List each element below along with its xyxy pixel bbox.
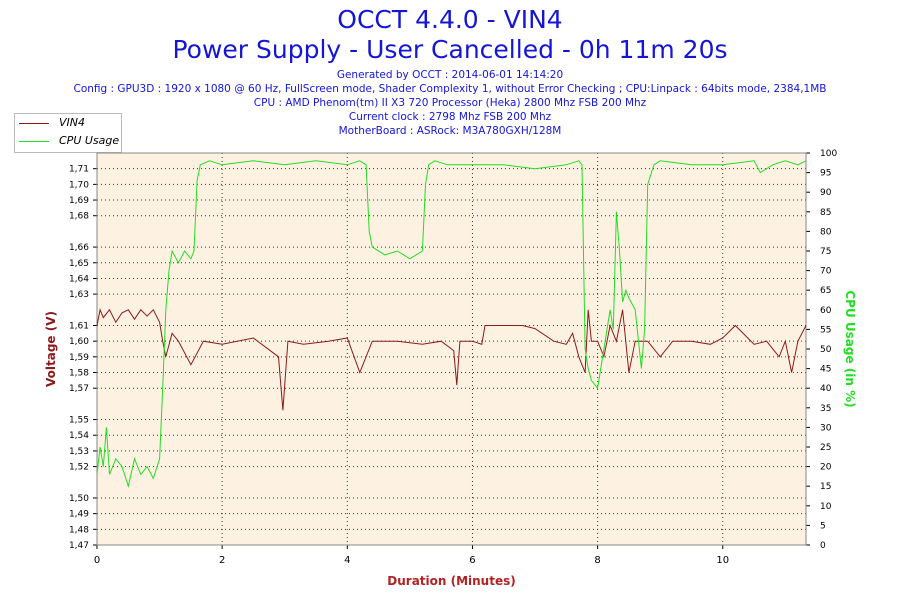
series-line-vin4 bbox=[96, 308, 807, 411]
y-left-tick-label: 1,52 bbox=[69, 463, 89, 473]
y-right-tick-label: 25 bbox=[820, 443, 831, 453]
y-left-tick-label: 1,47 bbox=[69, 541, 89, 551]
y-right-tick-label: 35 bbox=[820, 404, 831, 414]
legend-swatch-cpu-usage bbox=[19, 141, 49, 142]
x-axis-title: Duration (Minutes) bbox=[387, 574, 515, 588]
y-right-tick-label: 10 bbox=[820, 502, 832, 512]
y-left-tick-label: 1,49 bbox=[69, 510, 89, 520]
y-left-tick-label: 1,48 bbox=[69, 525, 89, 535]
chart-title: OCCT 4.4.0 - VIN4 bbox=[337, 5, 563, 34]
y-left-tick-label: 1,58 bbox=[69, 369, 89, 379]
generated-line: Generated by OCCT : 2014-06-01 14:14:20 bbox=[336, 69, 564, 81]
y-right-tick-label: 85 bbox=[820, 208, 831, 218]
y-left-tick-label: 1,57 bbox=[69, 384, 89, 394]
y-right-tick-label: 75 bbox=[820, 247, 831, 257]
y-left-tick-label: 1,69 bbox=[69, 196, 89, 206]
y-right-tick-label: 55 bbox=[820, 325, 831, 335]
y-right-tick-label: 90 bbox=[820, 188, 832, 198]
chart-subtitle: Power Supply - User Cancelled - 0h 11m 2… bbox=[172, 35, 728, 64]
y-right-tick-label: 15 bbox=[820, 482, 831, 492]
y-right-tick-label: 80 bbox=[820, 227, 832, 237]
motherboard-line: MotherBoard : ASRock: M3A780GXH/128M bbox=[338, 125, 562, 137]
x-tick-label: 10 bbox=[716, 555, 729, 566]
x-tick-label: 2 bbox=[219, 555, 225, 566]
y-right-tick-label: 40 bbox=[820, 384, 832, 394]
y-left-tick-label: 1,65 bbox=[69, 259, 89, 269]
config-line: Config : GPU3D : 1920 x 1080 @ 60 Hz, Fu… bbox=[73, 83, 827, 95]
y-right-tick-label: 70 bbox=[820, 267, 832, 277]
y-left-tick-label: 1,71 bbox=[69, 165, 89, 175]
plot-frame bbox=[96, 152, 807, 546]
y-left-tick-label: 1,66 bbox=[69, 243, 89, 253]
y-right-axis-title: CPU Usage (in %) bbox=[843, 290, 857, 407]
y-left-axis-title: Voltage (V) bbox=[44, 311, 58, 387]
y-left-tick-label: 1,55 bbox=[69, 416, 89, 426]
y-right-tick-label: 20 bbox=[820, 463, 832, 473]
y-left-tick-label: 1,53 bbox=[69, 447, 89, 457]
y-right-tick-label: 0 bbox=[820, 541, 826, 551]
y-left-tick-label: 1,64 bbox=[69, 274, 89, 284]
y-left-tick-label: 1,63 bbox=[69, 290, 89, 300]
x-tick-label: 4 bbox=[344, 555, 350, 566]
y-right-tick-label: 65 bbox=[820, 286, 831, 296]
y-left-tick-label: 1,50 bbox=[69, 494, 89, 504]
legend-label-cpu-usage: CPU Usage bbox=[59, 134, 120, 147]
y-right-tick-label: 95 bbox=[820, 169, 831, 179]
chart-legend: VIN4 CPU Usage bbox=[14, 113, 122, 153]
series-line-cpu-usage bbox=[96, 160, 807, 489]
y-right-tick-label: 60 bbox=[820, 306, 832, 316]
y-left-tick-label: 1,60 bbox=[69, 337, 89, 347]
y-right-tick-label: 50 bbox=[820, 345, 832, 355]
y-left-tick-label: 1,70 bbox=[69, 180, 89, 190]
y-left-tick-label: 1,68 bbox=[69, 212, 89, 222]
y-right-tick-label: 5 bbox=[820, 521, 826, 531]
y-right-tick-label: 30 bbox=[820, 423, 832, 433]
cpu-line: CPU : AMD Phenom(tm) II X3 720 Processor… bbox=[253, 97, 647, 109]
x-tick-label: 6 bbox=[469, 555, 475, 566]
legend-swatch-vin4 bbox=[19, 123, 49, 124]
legend-label-vin4: VIN4 bbox=[59, 116, 85, 129]
y-right-tick-label: 100 bbox=[820, 149, 837, 159]
y-left-tick-label: 1,54 bbox=[69, 431, 89, 441]
x-tick-label: 8 bbox=[594, 555, 600, 566]
x-tick-label: 0 bbox=[94, 555, 100, 566]
y-left-tick-label: 1,59 bbox=[69, 353, 89, 363]
y-left-tick-label: 1,61 bbox=[69, 321, 89, 331]
y-right-tick-label: 45 bbox=[820, 365, 831, 375]
clock-line: Current clock : 2798 Mhz FSB 200 Mhz bbox=[348, 111, 552, 123]
